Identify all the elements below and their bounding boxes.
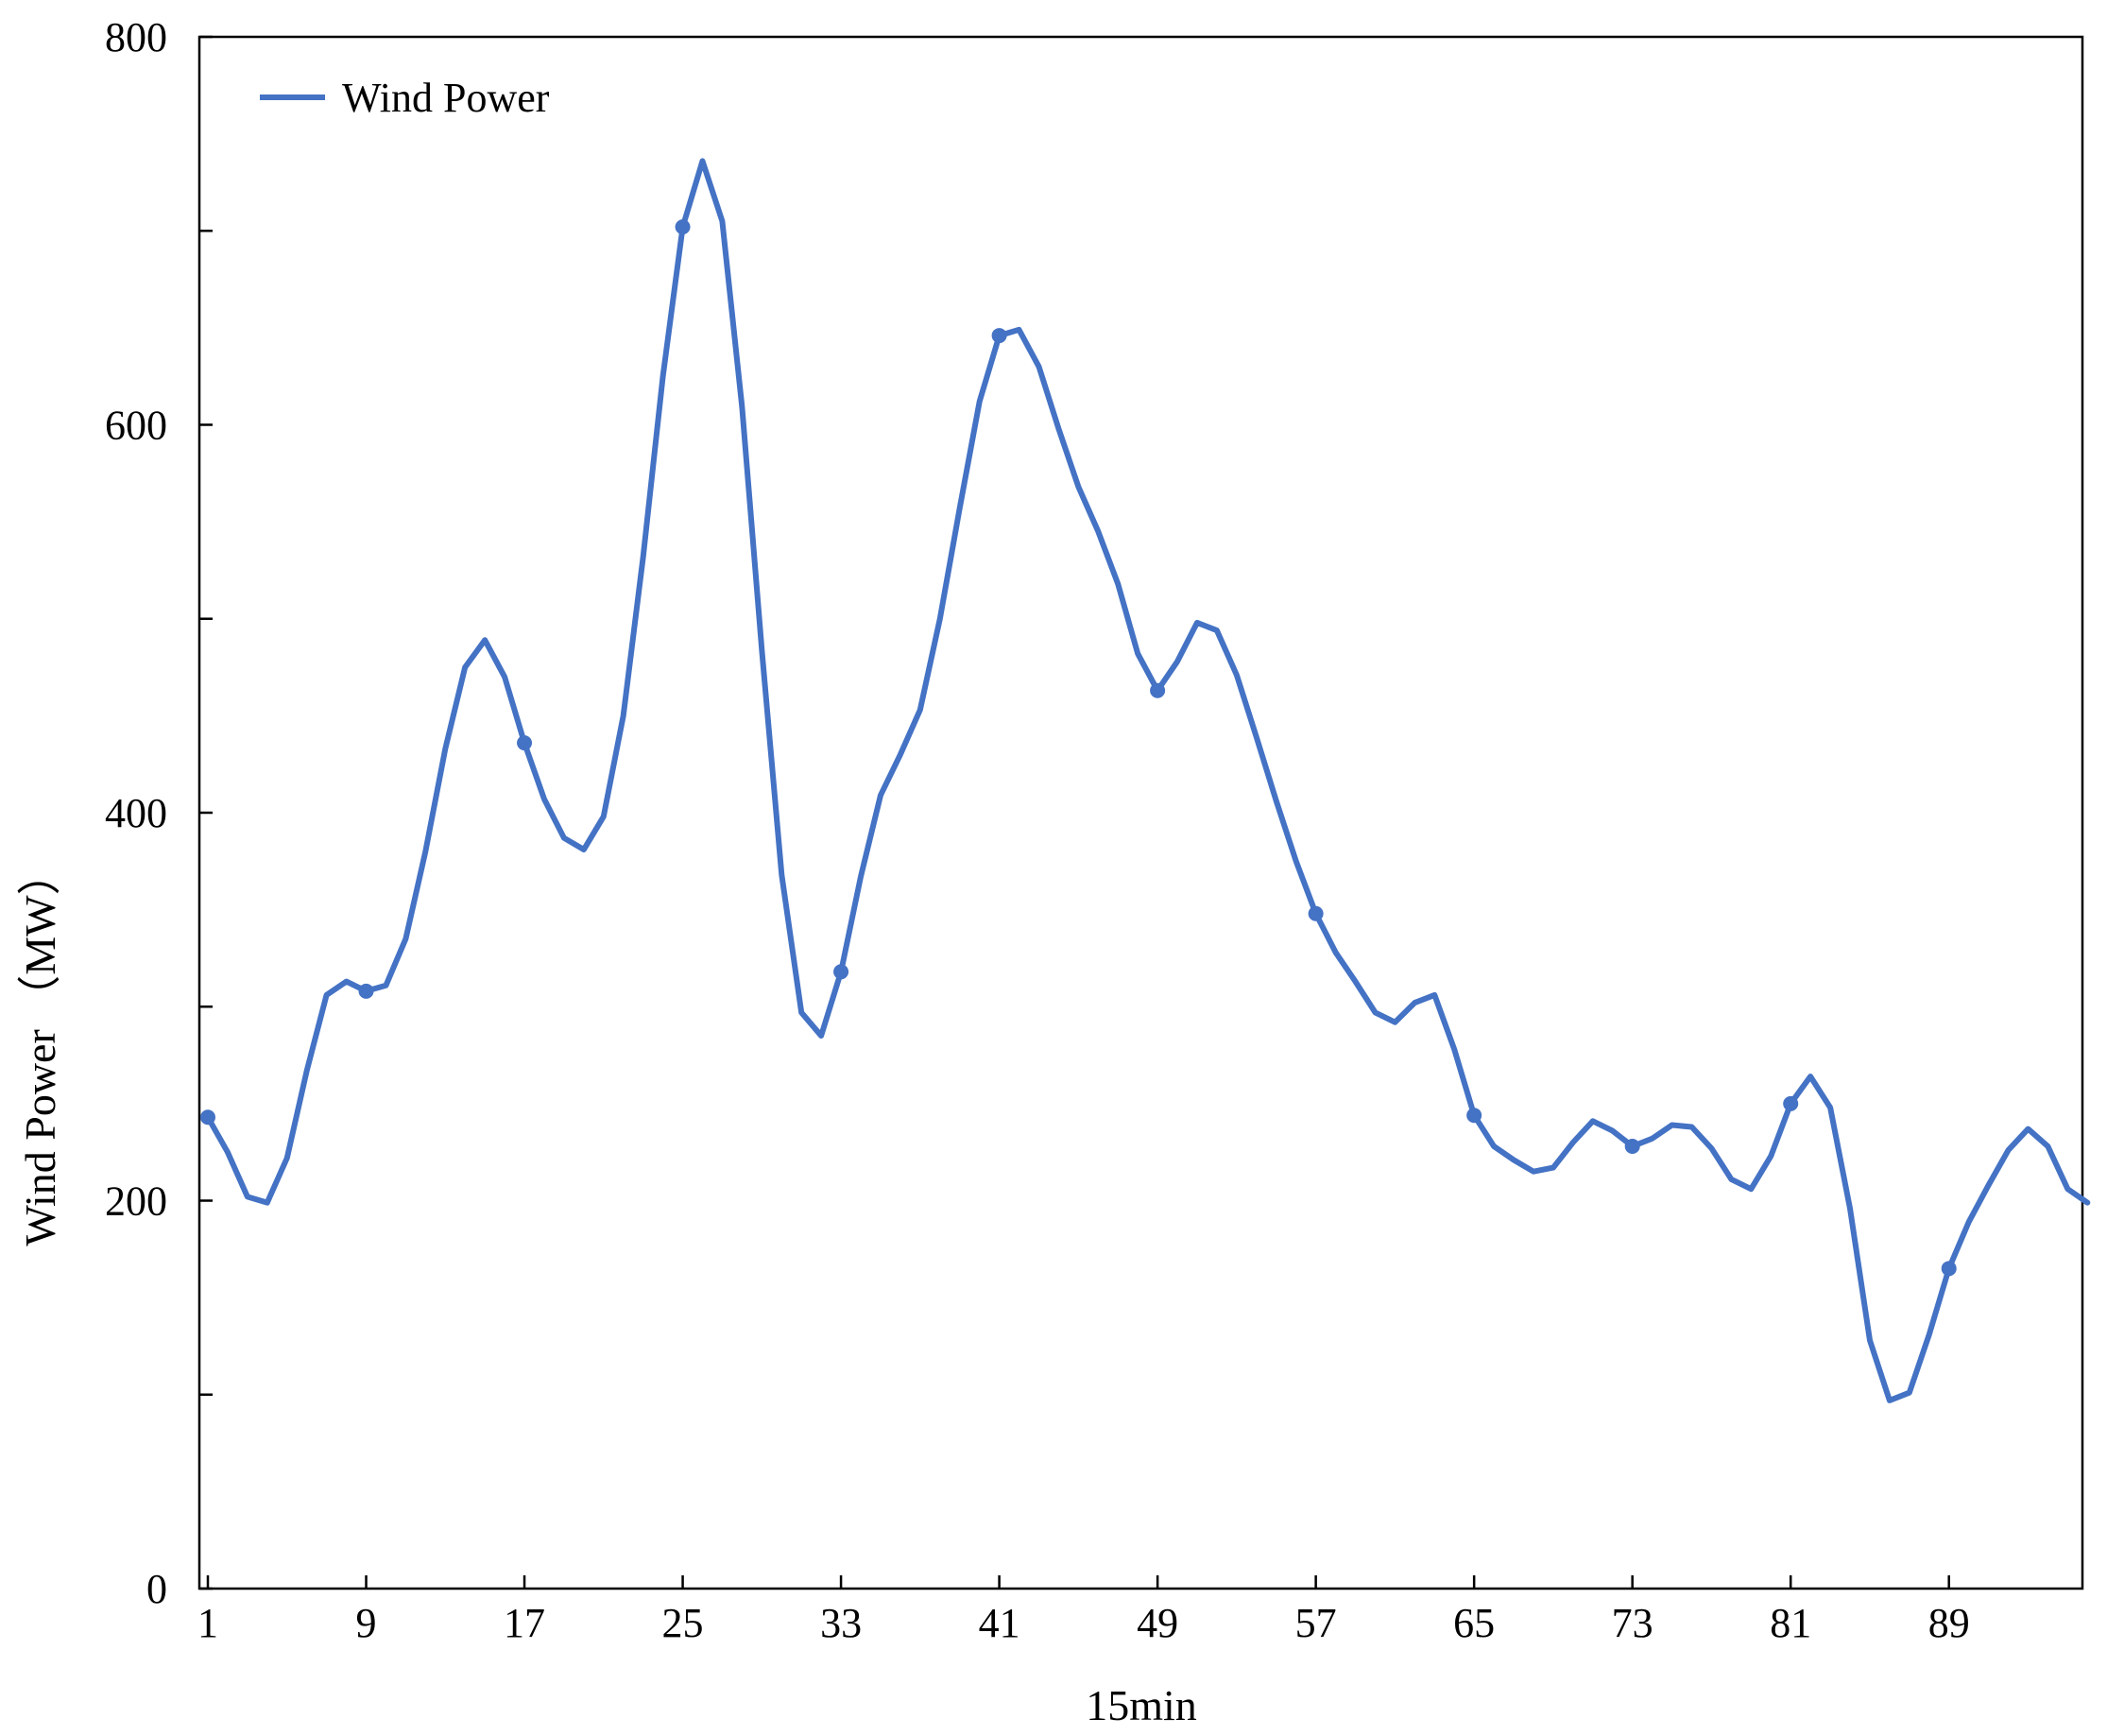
legend: Wind Power: [260, 75, 550, 121]
y-tick-label-400: 400: [105, 790, 167, 836]
data-point-57: [1308, 905, 1324, 921]
x-tick-label-17: 17: [504, 1600, 545, 1646]
x-tick-label-57: 57: [1295, 1600, 1337, 1646]
x-axis-title: 15min: [1086, 1681, 1197, 1729]
data-point-9: [358, 983, 374, 999]
x-tick-label-1: 1: [197, 1600, 218, 1646]
series-line-wind-power: [205, 158, 2091, 1403]
x-axis: 1 9 17 25 33 41 49 57 65 73 81 89: [197, 1575, 1970, 1646]
data-point-65: [1466, 1108, 1482, 1124]
x-tick-label-89: 89: [1928, 1600, 1970, 1646]
x-tick-label-65: 65: [1453, 1600, 1495, 1646]
series-markers: [200, 219, 1957, 1277]
data-point-25: [675, 219, 691, 235]
x-tick-label-81: 81: [1770, 1600, 1811, 1646]
y-tick-label-600: 600: [105, 403, 167, 449]
y-tick-label-0: 0: [146, 1566, 167, 1612]
x-tick-label-33: 33: [820, 1600, 862, 1646]
data-point-1: [200, 1109, 215, 1126]
x-tick-label-25: 25: [662, 1600, 704, 1646]
y-tick-label-800: 800: [105, 14, 167, 60]
x-tick-label-9: 9: [356, 1600, 377, 1646]
data-point-49: [1150, 682, 1166, 698]
data-point-81: [1783, 1095, 1799, 1111]
legend-label-wind-power: Wind Power: [342, 75, 550, 121]
plot-frame: [197, 35, 2084, 1590]
data-point-41: [991, 328, 1007, 344]
data-point-33: [833, 964, 849, 980]
x-tick-label-49: 49: [1137, 1600, 1178, 1646]
data-point-89: [1941, 1261, 1957, 1277]
data-point-17: [517, 735, 533, 751]
x-tick-label-73: 73: [1612, 1600, 1653, 1646]
y-tick-label-200: 200: [105, 1178, 167, 1225]
data-point-73: [1624, 1139, 1640, 1155]
y-axis: 0 200 400 600 800: [105, 14, 213, 1612]
x-tick-label-41: 41: [979, 1600, 1020, 1646]
y-axis-title: Wind Power （MW）: [16, 851, 64, 1246]
